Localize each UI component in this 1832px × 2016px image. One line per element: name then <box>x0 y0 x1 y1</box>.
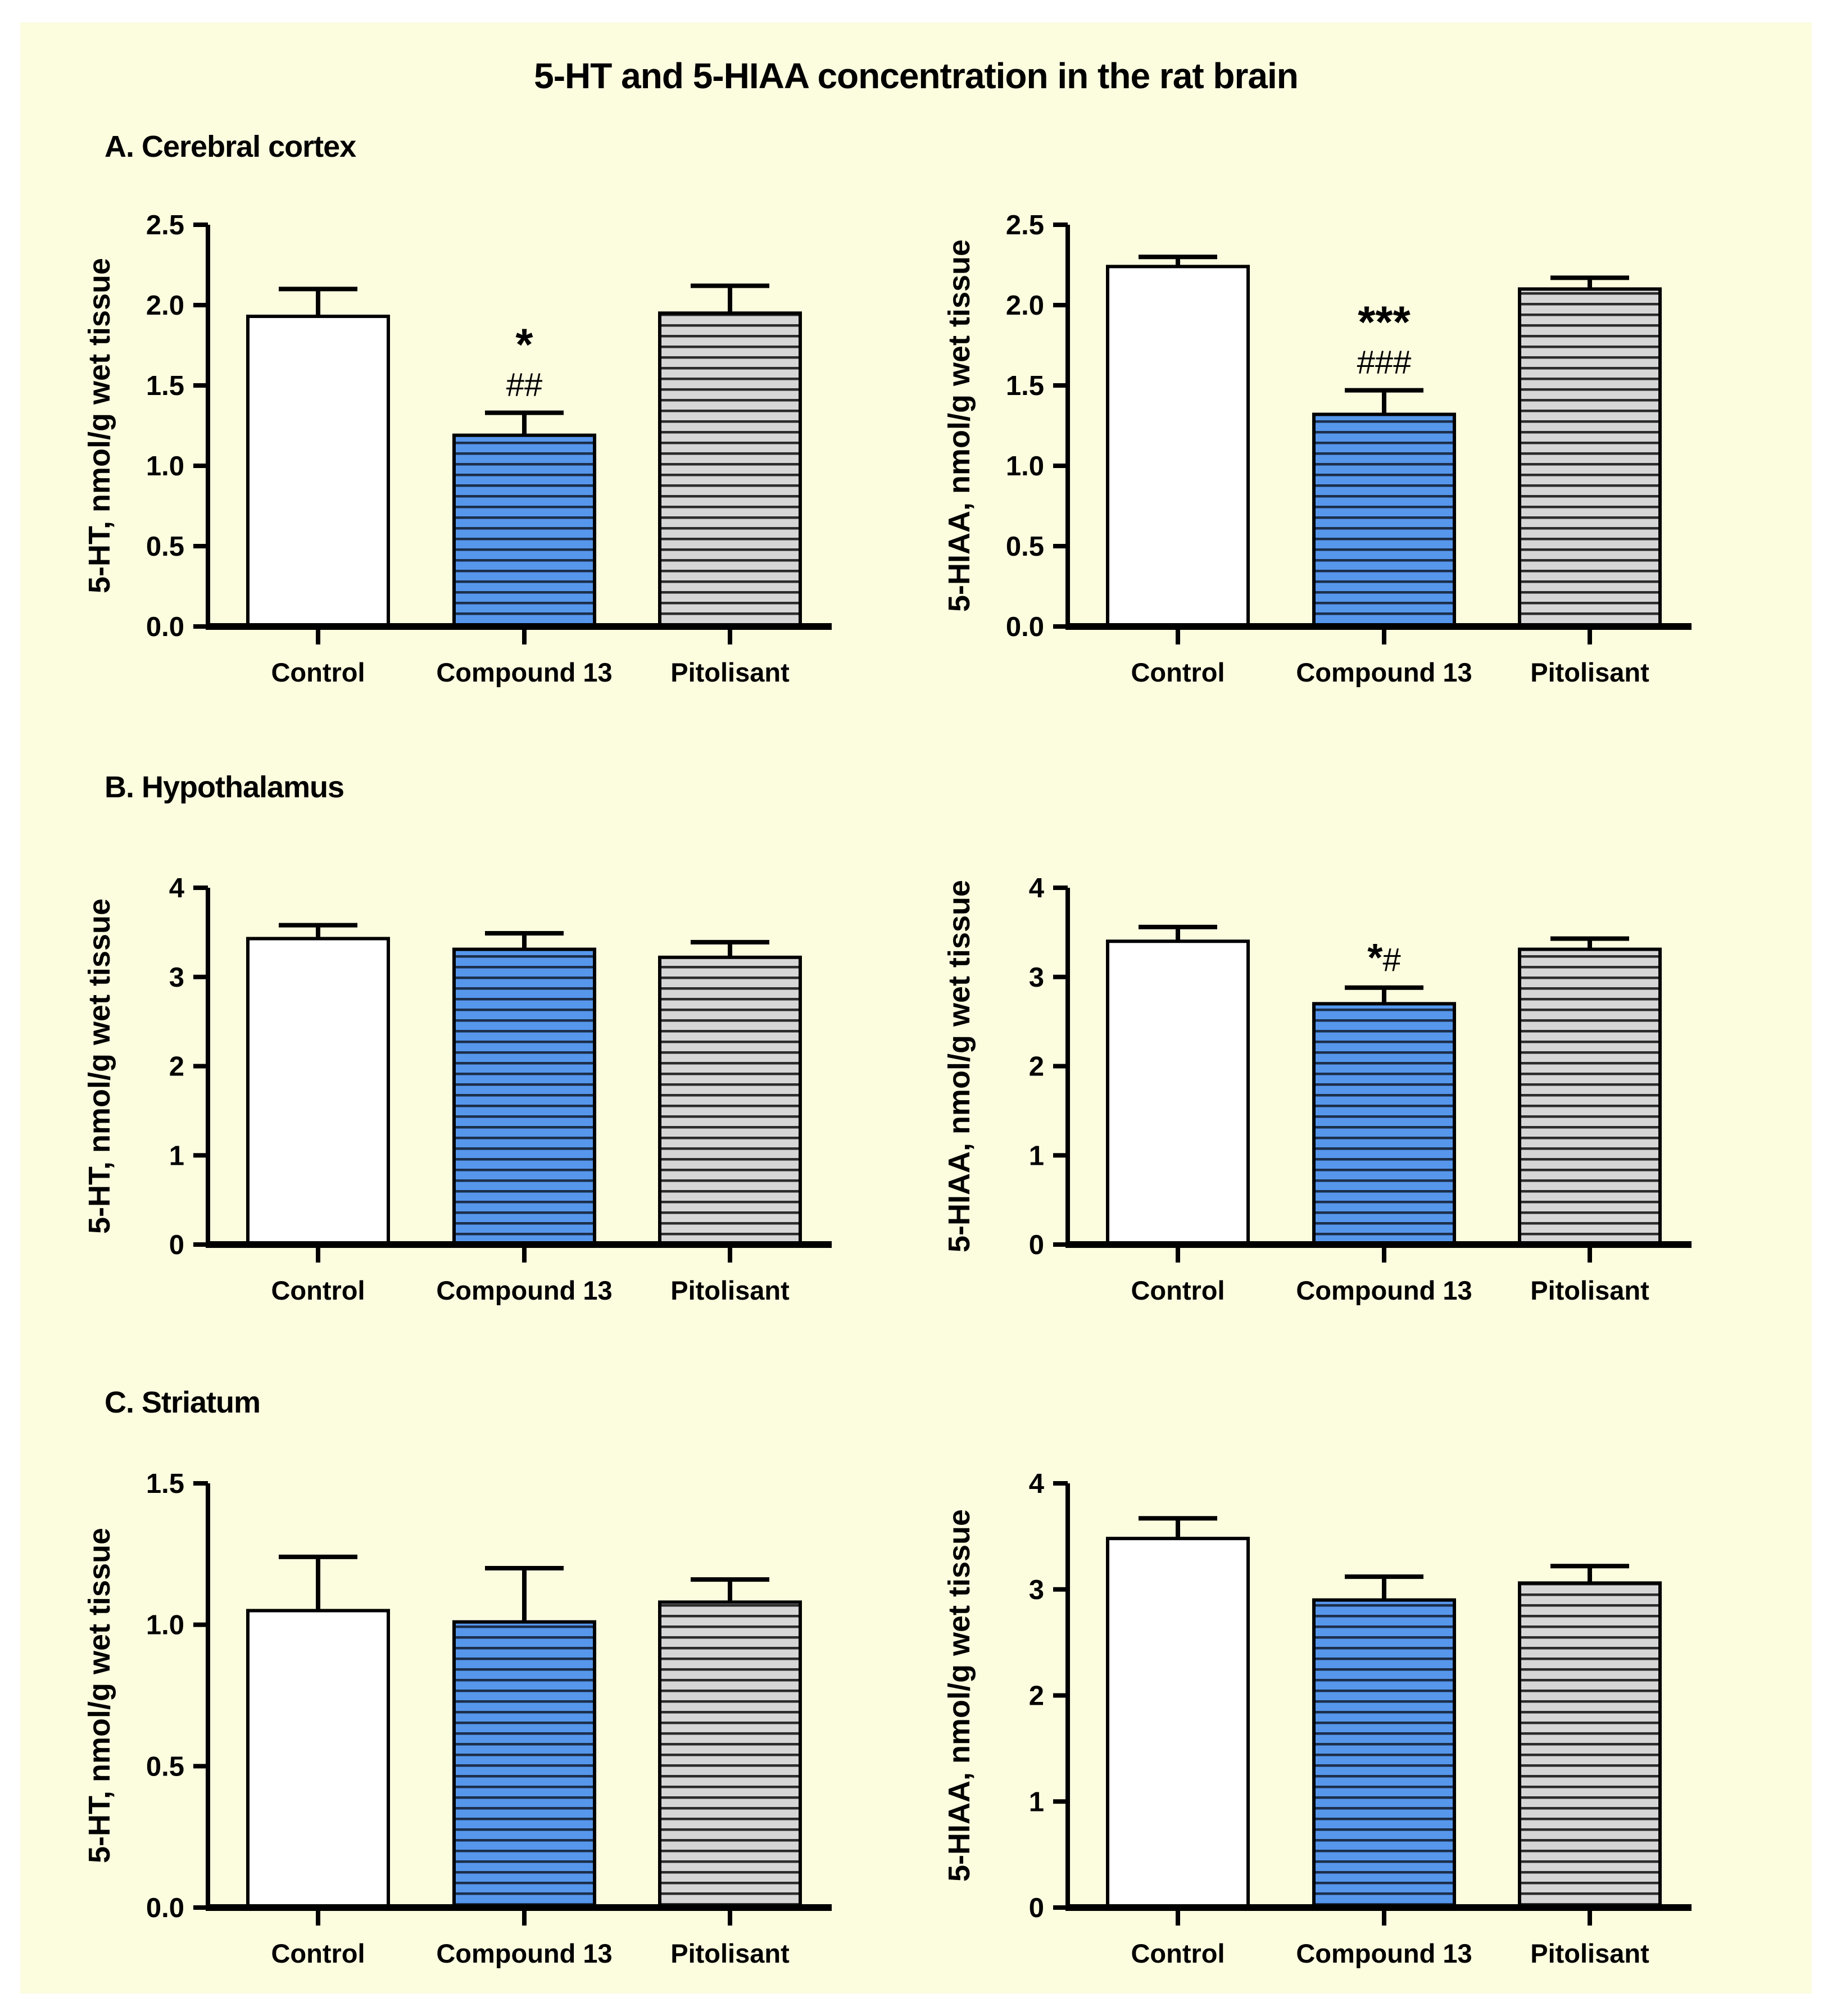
chart-b-5ht: 0 1 2 3 4 Control Compound 13 Pitolisant 5-HT, n… <box>79 873 843 1332</box>
x-tick-label: Compound 13 <box>1296 1938 1472 1968</box>
section-label-c: C. Striatum <box>105 1386 261 1419</box>
significance-annotation: ## <box>506 367 543 403</box>
significance-annotation: ### <box>1357 344 1412 381</box>
bar-control <box>1106 1537 1250 1909</box>
chart-svg: 0.0 0.5 1.0 1.5 2.0 2.5 Control ##* Compound 13 P… <box>83 210 832 687</box>
chart-c-5hiaa: 0 1 2 3 4 Control Compound 13 Pitolisant 5-HIAA,… <box>938 1469 1703 1995</box>
y-tick-label: 4 <box>1029 877 1044 903</box>
significance-annotation: *# <box>1367 936 1401 979</box>
y-tick-label: 4 <box>1029 1472 1044 1499</box>
y-tick-label: 0.5 <box>146 532 184 562</box>
x-tick-label: Compound 13 <box>436 1275 612 1305</box>
chart-svg: 0.0 0.5 1.0 1.5 Control Compound 13 Pitolisant… <box>83 1469 832 1968</box>
bar-pitolisant <box>1518 287 1662 628</box>
y-tick-label: 1.5 <box>146 371 184 401</box>
y-tick-label: 1 <box>1029 1141 1044 1171</box>
chart-b-5hiaa: 0 1 2 3 4 Control *# Compound 13 Pitolisant 5-HIA… <box>938 873 1703 1332</box>
y-tick-label: 0.5 <box>146 1751 184 1782</box>
bar-pitolisant <box>658 311 802 629</box>
y-tick-label: 1.5 <box>146 1472 184 1499</box>
bar-compound13 <box>1312 1002 1456 1246</box>
y-axis-label: 5-HT, nmol/g wet tissue <box>83 898 116 1234</box>
y-tick-label: 2.0 <box>146 290 184 321</box>
y-tick-label: 0.0 <box>146 612 184 642</box>
x-tick-label: Control <box>271 1275 365 1305</box>
x-tick-label: Compound 13 <box>1296 1275 1472 1305</box>
y-tick-label: 2.0 <box>1006 290 1044 321</box>
bar-compound13 <box>1312 1598 1456 1909</box>
y-tick-label: 3 <box>169 962 184 993</box>
y-tick-label: 2 <box>1029 1681 1044 1711</box>
chart-c-5ht: 0.0 0.5 1.0 1.5 Control Compound 13 Pitolisant… <box>79 1469 843 1995</box>
x-tick-label: Pitolisant <box>1530 1275 1649 1305</box>
chart-a-5hiaa: 0.0 0.5 1.0 1.5 2.0 2.5 Control ### *** Compound … <box>938 210 1703 714</box>
chart-svg: 0 1 2 3 4 Control Compound 13 Pitolisant 5-HIAA,… <box>942 1469 1692 1968</box>
x-tick-label: Compound 13 <box>436 1938 612 1968</box>
x-tick-label: Pitolisant <box>670 657 790 687</box>
y-tick-label: 1.0 <box>146 1610 184 1641</box>
y-axis-label: 5-HIAA, nmol/g wet tissue <box>942 239 976 612</box>
section-label-b: B. Hypothalamus <box>105 770 344 804</box>
bar-compound13 <box>452 433 596 628</box>
chart-svg: 0 1 2 3 4 Control Compound 13 Pitolisant 5-HT, n… <box>83 873 832 1305</box>
y-tick-label: 1 <box>1029 1787 1044 1817</box>
bar-compound13 <box>452 1620 596 1909</box>
y-tick-label: 0.5 <box>1006 532 1044 562</box>
x-tick-label: Control <box>1131 1275 1225 1305</box>
y-axis-label: 5-HT, nmol/g wet tissue <box>83 258 116 593</box>
y-axis-label: 5-HT, nmol/g wet tissue <box>83 1528 116 1863</box>
y-tick-label: 0 <box>1029 1893 1044 1923</box>
y-axis-label: 5-HIAA, nmol/g wet tissue <box>942 1509 976 1882</box>
chart-svg: 0 1 2 3 4 Control *# Compound 13 Pitolisant 5-HIA… <box>942 873 1692 1305</box>
significance-annotation: * <box>515 320 533 370</box>
y-tick-label: 0.0 <box>146 1893 184 1923</box>
bar-pitolisant <box>1518 947 1662 1247</box>
bar-pitolisant <box>1518 1581 1662 1910</box>
y-tick-label: 0 <box>1029 1230 1044 1260</box>
y-tick-label: 0 <box>169 1230 184 1260</box>
significance-annotation: *** <box>1358 297 1411 347</box>
bar-control <box>1106 265 1250 629</box>
bar-compound13 <box>1312 412 1456 628</box>
y-tick-label: 0.0 <box>1006 612 1044 642</box>
y-tick-label: 2.5 <box>1006 214 1044 240</box>
y-tick-label: 1 <box>169 1141 184 1171</box>
y-tick-label: 4 <box>169 877 184 903</box>
bar-pitolisant <box>658 1600 802 1909</box>
y-tick-label: 3 <box>1029 962 1044 993</box>
x-tick-label: Compound 13 <box>1296 657 1472 687</box>
x-tick-label: Control <box>1131 1938 1225 1968</box>
figure-title: 5-HT and 5-HIAA concentration in the rat… <box>534 56 1299 96</box>
chart-a-5ht: 0.0 0.5 1.0 1.5 2.0 2.5 Control ## * Compound 13 P… <box>79 210 843 714</box>
chart-svg: 0.0 0.5 1.0 1.5 2.0 2.5 Control ###*** Compound … <box>942 210 1692 687</box>
y-tick-label: 1.5 <box>1006 371 1044 401</box>
bar-control <box>246 937 390 1247</box>
x-tick-label: Control <box>1131 657 1225 687</box>
section-label-a: A. Cerebral cortex <box>105 130 356 164</box>
y-tick-label: 3 <box>1029 1575 1044 1605</box>
bar-pitolisant <box>658 955 802 1246</box>
bar-control <box>246 315 390 628</box>
x-tick-label: Pitolisant <box>1530 657 1649 687</box>
y-axis-label: 5-HIAA, nmol/g wet tissue <box>942 880 976 1252</box>
bar-control <box>246 1609 390 1909</box>
x-tick-label: Control <box>271 657 365 687</box>
x-tick-label: Pitolisant <box>670 1275 790 1305</box>
figure-panel: 5-HT and 5-HIAA concentration in the rat… <box>20 22 1812 1994</box>
y-tick-label: 1.0 <box>1006 451 1044 482</box>
x-tick-label: Control <box>271 1938 365 1968</box>
bar-control <box>1106 939 1250 1246</box>
x-tick-label: Pitolisant <box>670 1938 790 1968</box>
bar-compound13 <box>452 947 596 1247</box>
y-tick-label: 2 <box>1029 1052 1044 1082</box>
x-tick-label: Compound 13 <box>436 657 612 687</box>
y-tick-label: 1.0 <box>146 451 184 482</box>
y-tick-label: 2.5 <box>146 214 184 240</box>
x-tick-label: Pitolisant <box>1530 1938 1649 1968</box>
y-tick-label: 2 <box>169 1052 184 1082</box>
